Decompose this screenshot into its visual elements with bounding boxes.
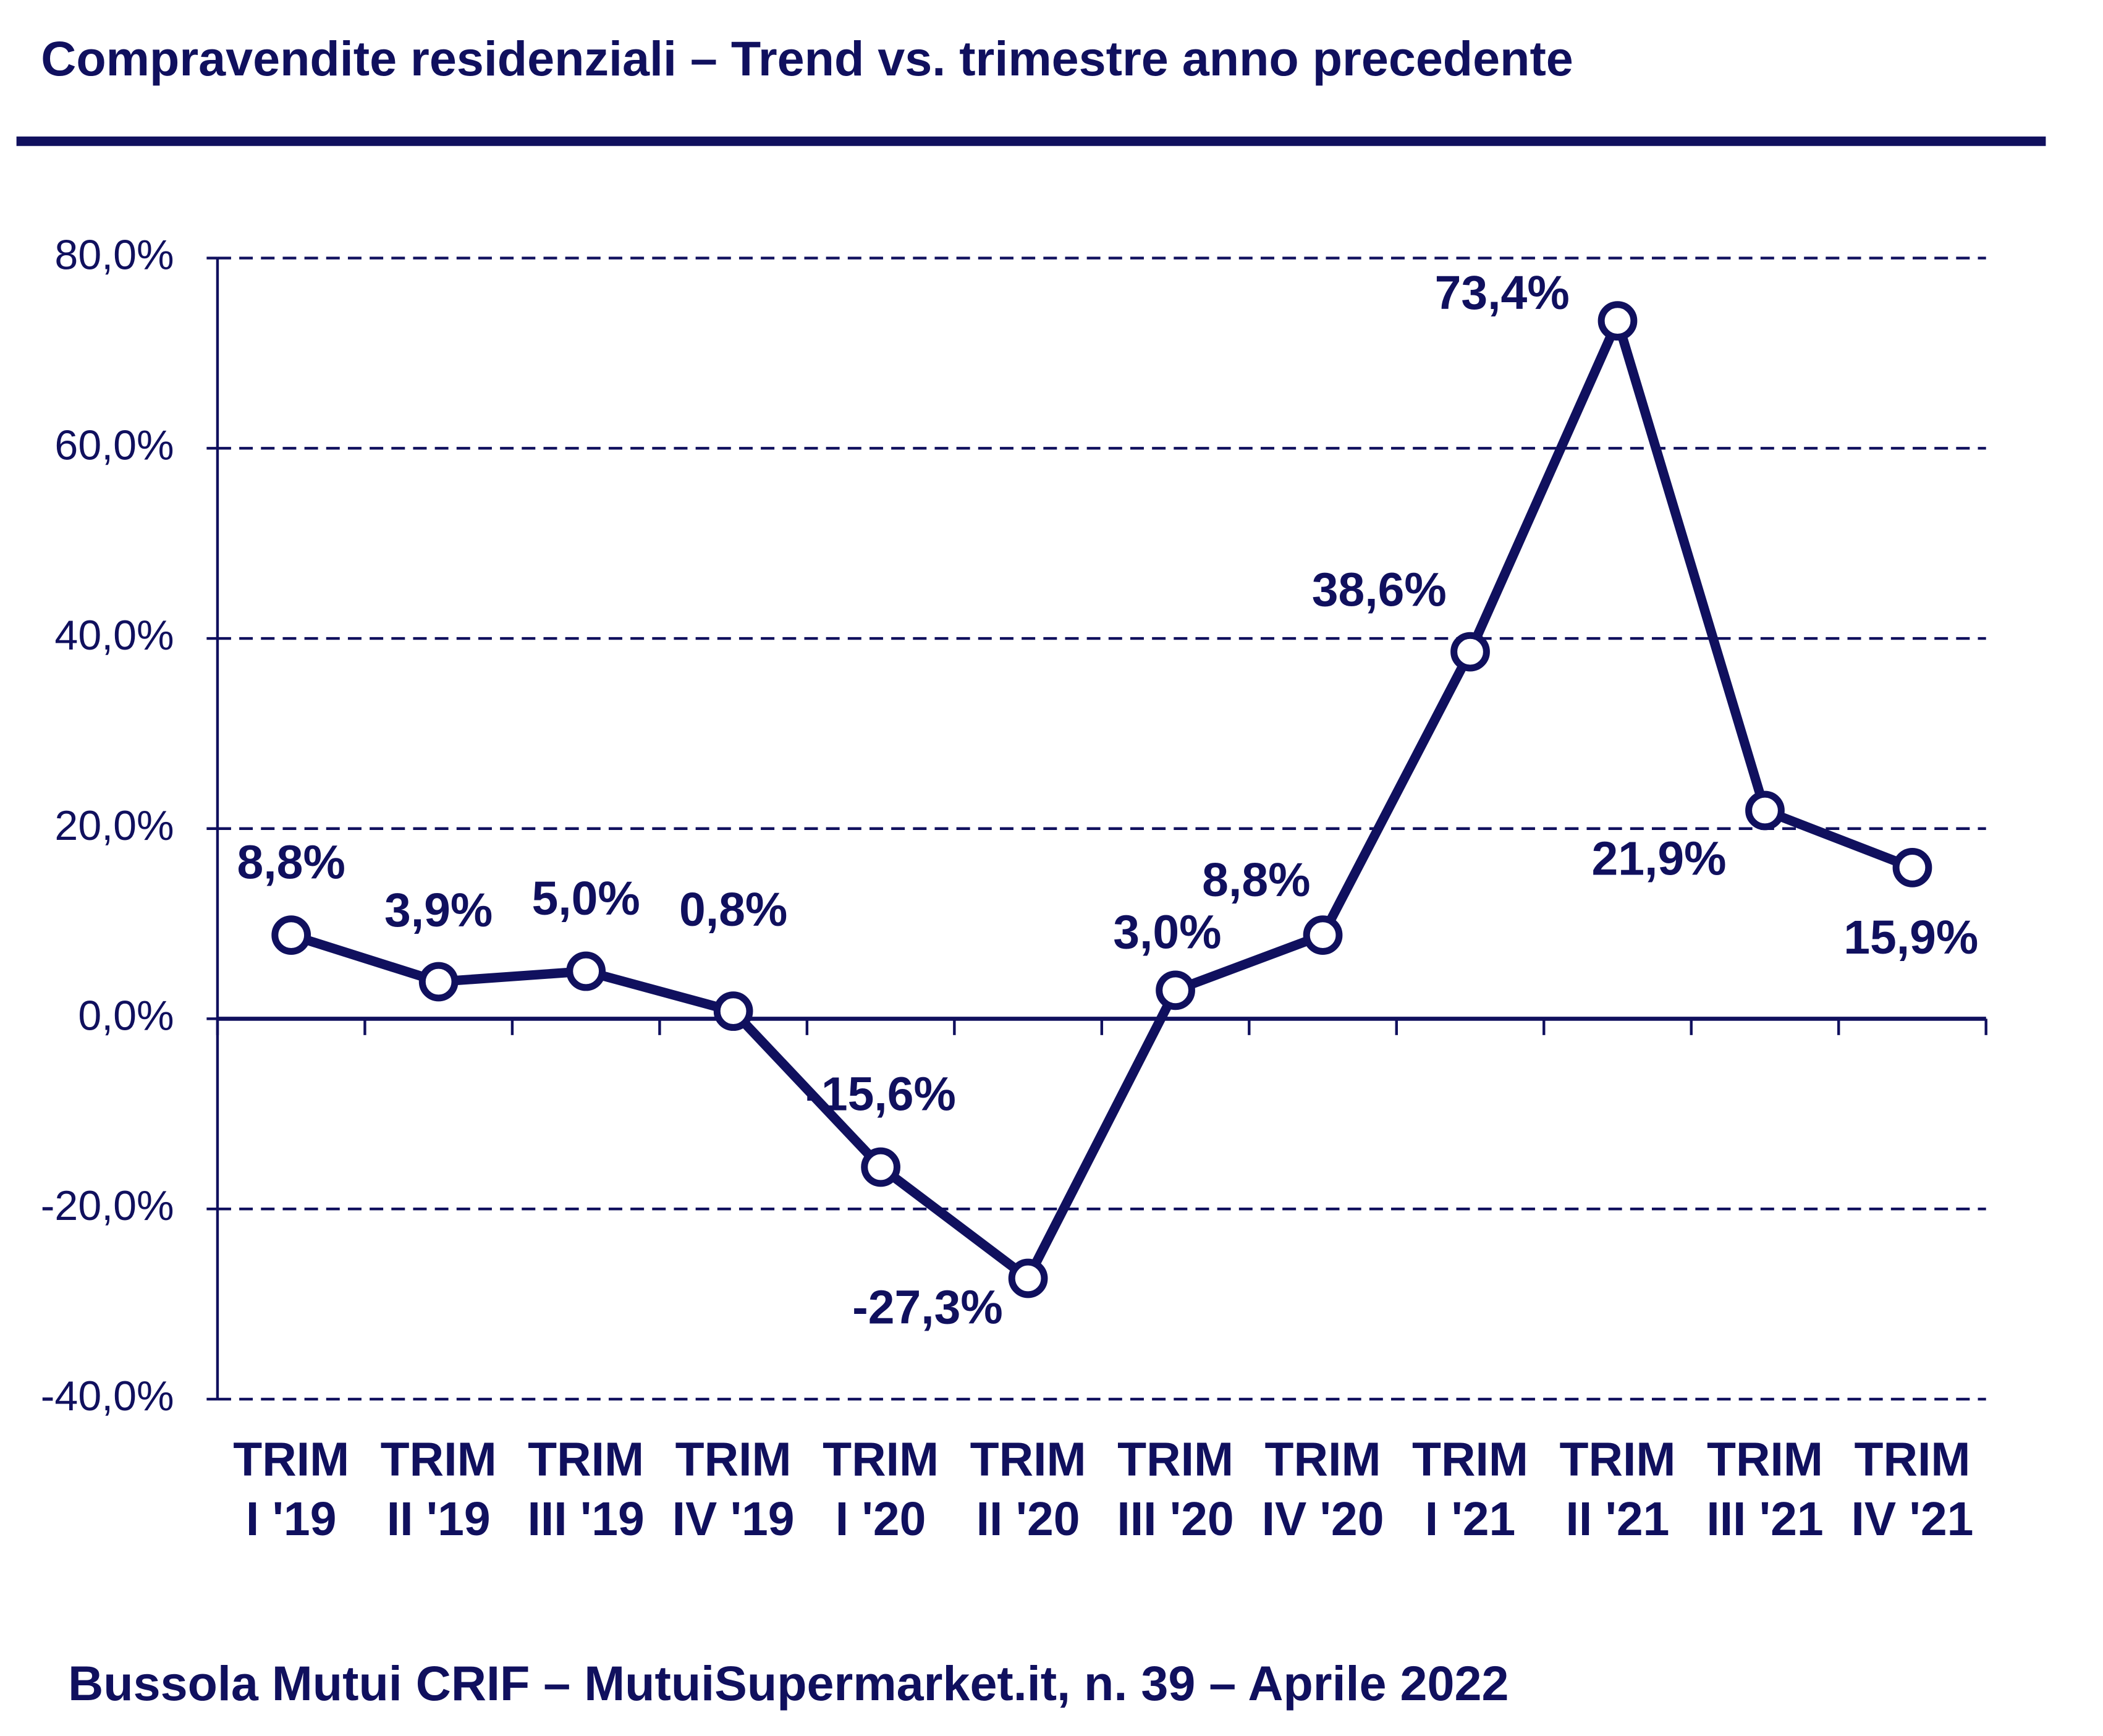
x-tick-label: TRIM (1854, 1433, 1970, 1486)
data-label: 15,9% (1843, 911, 1978, 964)
x-tick-label: III '19 (527, 1493, 644, 1546)
x-tick-label: TRIM (823, 1433, 939, 1486)
marker (1597, 301, 1638, 341)
x-tick-label: I '20 (836, 1493, 926, 1546)
source: Bussola Mutui CRIF – MutuiSupermarket.it… (68, 1656, 1508, 1711)
marker (1303, 915, 1343, 955)
marker (1008, 1258, 1048, 1298)
y-tick-label: 40,0% (54, 612, 174, 659)
y-tick-label: -20,0% (41, 1182, 174, 1229)
x-tick-label: TRIM (528, 1433, 644, 1486)
marker (1745, 790, 1785, 831)
x-tick-label: TRIM (970, 1433, 1086, 1486)
data-label: -27,3% (852, 1281, 1003, 1334)
marker (1156, 970, 1195, 1010)
x-tick-label: II '19 (387, 1493, 491, 1546)
y-tick-label: 20,0% (54, 802, 174, 849)
marker (861, 1147, 900, 1187)
x-tick-label: TRIM (1117, 1433, 1233, 1486)
x-tick-label: TRIM (233, 1433, 349, 1486)
data-label: 0,8% (679, 883, 787, 936)
line (289, 316, 1915, 1284)
data-label: 5,0% (531, 872, 640, 925)
x-tick-label: TRIM (1707, 1433, 1823, 1486)
data-label: 38,6% (1312, 563, 1447, 616)
data-label: 8,8% (237, 836, 345, 889)
y-tick-label: 0,0% (78, 992, 174, 1039)
marker (271, 915, 311, 955)
chart-title: Compravendite residenziali – Trend vs. t… (41, 31, 1573, 86)
y-tick-label: -40,0% (41, 1373, 174, 1420)
marker (566, 951, 606, 991)
marker (418, 962, 459, 1002)
x-tick-label: I '19 (246, 1493, 337, 1546)
marker (713, 991, 753, 1031)
x-tick-label: IV '21 (1851, 1493, 1974, 1546)
y-tick-label: 80,0% (54, 232, 174, 279)
data-label: 8,8% (1202, 853, 1310, 907)
x-tick-label: III '21 (1706, 1493, 1823, 1546)
x-tick-label: TRIM (1412, 1433, 1528, 1486)
data-label: 3,0% (1113, 906, 1221, 959)
x-tick-label: II '21 (1566, 1493, 1670, 1546)
x-tick-label: TRIM (1265, 1433, 1381, 1486)
marker (1892, 847, 1932, 887)
data-label: 3,9% (384, 884, 493, 937)
data-label: -15,6% (805, 1068, 956, 1121)
data-label: 21,9% (1592, 832, 1727, 885)
x-tick-label: I '21 (1425, 1493, 1516, 1546)
x-tick-label: II '20 (976, 1493, 1080, 1546)
x-tick-label: TRIM (675, 1433, 792, 1486)
x-tick-label: IV '19 (672, 1493, 795, 1546)
x-tick-label: III '20 (1117, 1493, 1233, 1546)
x-tick-label: IV '20 (1262, 1493, 1384, 1546)
x-tick-label: TRIM (381, 1433, 497, 1486)
marker (1450, 632, 1490, 672)
y-tick-label: 60,0% (54, 421, 174, 468)
data-label: 73,4% (1435, 266, 1570, 320)
x-tick-label: TRIM (1560, 1433, 1676, 1486)
